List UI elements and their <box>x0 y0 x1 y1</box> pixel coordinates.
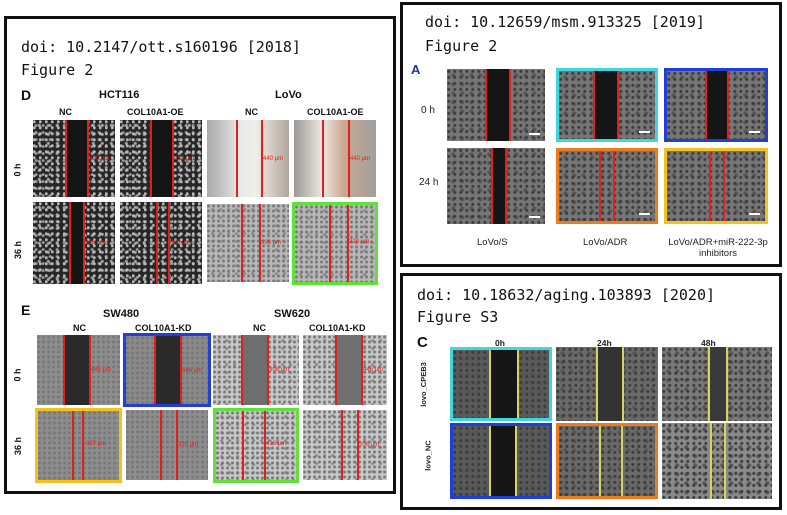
measure-label: 380 μm <box>85 240 106 246</box>
micrograph-sw480-kd-0h: 446 μm <box>126 336 208 404</box>
micrograph-nc-24h <box>559 426 655 496</box>
measure-label: 380 μm <box>170 240 191 246</box>
col-nc: NC <box>245 107 258 117</box>
col-nc: NC <box>253 323 266 333</box>
measure-label: 440 μm <box>350 156 371 162</box>
micrograph-lovo-adr-0h <box>559 71 655 139</box>
micrograph-cpeb3-24h <box>556 347 658 421</box>
measure-label: 440 μm <box>263 156 284 162</box>
col-kd: COL10A1-KD <box>309 323 366 333</box>
micrograph-lovo-nc-0h: 440 μm <box>207 120 289 197</box>
micrograph-sw620-nc-0h: 308 μm <box>213 335 299 405</box>
micrograph-sw620-kd-0h: 446 μm <box>303 335 387 405</box>
figure-label: Figure S3 <box>417 308 499 326</box>
micrograph-lovo-nc-36h: 330 μm <box>207 204 289 282</box>
col-0h: 0h <box>495 338 505 348</box>
col-nc: NC <box>59 107 72 117</box>
measure-label: 446 μm <box>182 368 203 374</box>
micrograph-hct116-nc-0h: 450 μm <box>33 120 115 197</box>
micrograph-hct116-nc-36h: 380 μm <box>33 202 115 284</box>
micrograph-nc-0h <box>453 426 549 496</box>
micrograph-lovo-oe-0h: 440 μm <box>294 120 376 197</box>
section-letter-d: D <box>21 87 32 103</box>
figure-label: Figure 2 <box>425 37 498 55</box>
micrograph-lovo-adr-inhib-0h <box>667 71 765 139</box>
doi-text: doi: 10.12659/msm.913325 [2019] <box>425 13 705 31</box>
measure-label: 446 μm <box>91 367 112 373</box>
micrograph-sw480-kd-36h: 320 μm <box>126 410 208 480</box>
micrograph-sw480-nc-0h: 446 μm <box>37 335 120 405</box>
group-sw480: SW480 <box>103 308 140 320</box>
row-24h: 24 h <box>419 177 439 188</box>
micrograph-lovo-s-24h <box>447 148 545 224</box>
row-lovo-nc: lovo_NC <box>423 440 433 471</box>
col-nc: NC <box>73 323 86 333</box>
micrograph-lovo-s-0h <box>447 69 545 141</box>
panel-aging-2020: doi: 10.18632/aging.103893 [2020] Figure… <box>400 273 782 510</box>
col-lovo-adr: LoVo/ADR <box>583 237 628 248</box>
panel-msm-2019: doi: 10.12659/msm.913325 [2019] Figure 2… <box>400 2 782 267</box>
highlight-box-yellow <box>664 148 768 224</box>
micrograph-cpeb3-0h <box>453 350 549 418</box>
highlight-box-green <box>213 408 299 483</box>
micrograph-hct116-oe-36h: 380 μm <box>120 202 202 284</box>
measure-label: 320 μm <box>349 239 370 245</box>
group-hct116: HCT116 <box>99 89 140 101</box>
doi-text: doi: 10.18632/aging.103893 [2020] <box>417 286 716 304</box>
row-36h: 36 h <box>13 240 24 260</box>
highlight-box-blue <box>450 423 552 499</box>
highlight-box-orange <box>556 148 658 224</box>
section-letter-c: C <box>417 334 428 351</box>
col-oe: COL10A1-OE <box>307 107 364 117</box>
highlight-box-yellow <box>35 408 122 483</box>
row-0h: 0 h <box>12 163 23 177</box>
measure-label: 308 μm <box>269 367 290 373</box>
micrograph-lovo-adr-24h <box>559 151 655 221</box>
measure-label: 450 μm <box>174 156 195 162</box>
col-kd: COL10A1-KD <box>135 323 192 333</box>
row-36h: 36 h <box>13 436 24 456</box>
col-48h: 48h <box>701 338 716 348</box>
section-letter-e: E <box>21 302 31 318</box>
measure-label: 330 μm <box>261 240 282 246</box>
measure-label: 320 μm <box>178 442 199 448</box>
group-lovo: LoVo <box>275 89 302 101</box>
col-lovo-adr-inhibitors: LoVo/ADR+miR-222-3p inhibitors <box>668 237 768 259</box>
figure-label: Figure 2 <box>21 61 94 79</box>
measure-label: 327 μm <box>86 441 107 447</box>
micrograph-lovo-oe-36h: 320 μm <box>295 205 375 282</box>
measure-label: 206 μm <box>359 442 380 448</box>
col-oe: COL10A1-OE <box>127 107 184 117</box>
micrograph-cpeb3-48h <box>662 347 772 421</box>
micrograph-hct116-oe-0h: 450 μm <box>120 120 202 197</box>
doi-text: doi: 10.2147/ott.s160196 [2018] <box>21 38 301 56</box>
highlight-box-blue <box>664 68 768 142</box>
micrograph-lovo-adr-inhib-24h <box>667 151 765 221</box>
micrograph-sw620-kd-36h: 206 μm <box>303 410 387 480</box>
measure-label: 446 μm <box>363 367 384 373</box>
highlight-box-cyan <box>450 347 552 421</box>
highlight-box-blue <box>123 333 211 407</box>
micrograph-sw620-nc-36h: 416 μm <box>216 411 296 480</box>
highlight-box-cyan <box>556 68 658 142</box>
row-0h: 0 h <box>12 368 23 382</box>
row-0h: 0 h <box>421 105 435 116</box>
section-letter-a: A <box>411 62 421 77</box>
highlight-box-green <box>292 202 378 285</box>
col-24h: 24h <box>597 338 612 348</box>
micrograph-nc-48h <box>662 423 772 499</box>
col-lovo-s: LoVo/S <box>477 237 508 248</box>
row-lovo-cpeb3: lovo_CPEB3 <box>418 362 428 407</box>
measure-label: 450 μm <box>89 156 110 162</box>
highlight-box-orange <box>556 423 658 499</box>
group-sw620: SW620 <box>274 308 311 320</box>
micrograph-sw480-nc-36h: 327 μm <box>38 411 119 480</box>
measure-label: 416 μm <box>266 441 287 447</box>
panel-ott-2018: doi: 10.2147/ott.s160196 [2018] Figure 2… <box>4 16 396 494</box>
